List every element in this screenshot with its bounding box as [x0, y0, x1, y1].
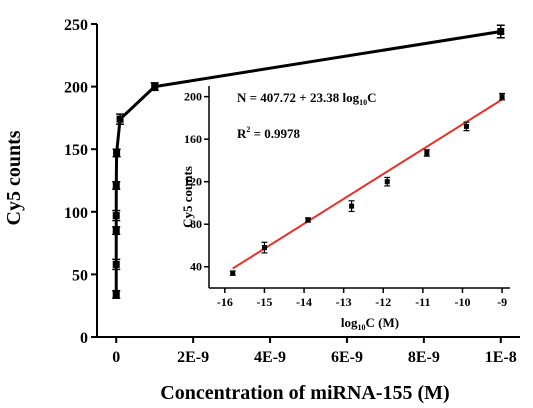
inset-data-point [424, 150, 430, 156]
fit-equation-suffix: C [367, 90, 376, 105]
inset-y-tick-label: 160 [184, 132, 202, 146]
fit-equation-sub: 10 [359, 98, 367, 107]
inset-data-point [499, 94, 505, 100]
main-x-tick-label: 0 [112, 349, 120, 366]
main-y-tick-label: 50 [72, 267, 88, 284]
main-x-axis-title: Concentration of miRNA-155 (M) [160, 382, 449, 404]
main-data-point [112, 290, 120, 298]
main-y-tick-label: 0 [80, 330, 88, 347]
main-data-point [112, 260, 120, 268]
inset-plot: -16 -15 -14 -13 -12 -11 -10 -9 40 80 120 160 200 [184, 86, 510, 309]
inset-data-point [349, 203, 355, 209]
main-y-tick-label: 100 [64, 205, 88, 222]
main-data-point [497, 28, 505, 36]
inset-x-tick-label: -11 [415, 295, 430, 309]
inset-y-tick-label: 40 [190, 260, 202, 274]
main-data-point [112, 182, 120, 190]
main-y-tick-label: 200 [64, 80, 88, 97]
fit-equation: N = 407.72 + 23.38 log10C [237, 90, 376, 107]
main-x-tick-label: 6E-9 [331, 349, 363, 366]
inset-x-tick-label: -12 [375, 295, 391, 309]
inset-data-point [261, 245, 267, 251]
inset-fit-line [232, 98, 503, 270]
main-data-point [112, 227, 120, 235]
fit-equation-prefix: N = 407.72 + 23.38 log [237, 90, 360, 105]
r-squared: R2 = 0.9978 [237, 125, 301, 141]
r-squared-sup: 2 [246, 125, 250, 134]
main-y-axis-title: Cy5 counts [3, 130, 25, 225]
r-squared-suffix: = 0.9978 [250, 126, 300, 141]
inset-x-tick-label: -15 [256, 295, 272, 309]
inset-background [209, 86, 510, 288]
main-y-tick-label: 150 [64, 142, 88, 159]
main-x-tick-label: 2E-9 [177, 349, 209, 366]
inset-x-tick-label: -9 [497, 295, 507, 309]
inset-x-axis-title-sub: 10 [358, 323, 366, 332]
inset-y-tick-label: 200 [184, 90, 202, 104]
main-data-point [112, 212, 120, 220]
main-y-tick-label: 250 [64, 17, 88, 34]
inset-x-tick-label: -10 [454, 295, 470, 309]
r-squared-prefix: R [237, 126, 247, 141]
main-data-point [116, 115, 124, 123]
inset-data-point [230, 270, 236, 276]
main-data-point [151, 83, 159, 91]
main-plot: 0 2E-9 4E-9 6E-9 8E-9 1E-8 0 50 100 150 200 250 [64, 17, 520, 366]
main-x-tick-label: 8E-9 [408, 349, 440, 366]
inset-x-axis-title-suffix: C (M) [366, 315, 400, 330]
inset-y-tick-label: 80 [190, 217, 202, 231]
inset-data-point [463, 123, 469, 129]
inset-x-axis-title: log10C (M) [341, 315, 399, 332]
main-x-tick-label: 1E-8 [485, 349, 517, 366]
inset-x-tick-label: -14 [296, 295, 312, 309]
inset-x-tick-label: -16 [217, 295, 233, 309]
main-x-tick-label: 4E-9 [254, 349, 286, 366]
inset-y-tick-label: 120 [184, 175, 202, 189]
inset-data-point [384, 179, 390, 185]
inset-y-axis-title: Cy5 counts [180, 166, 195, 228]
inset-x-axis-title-prefix: log [341, 315, 358, 330]
inset-data-point [305, 217, 311, 223]
main-data-point [113, 149, 121, 157]
inset-x-tick-label: -13 [336, 295, 352, 309]
